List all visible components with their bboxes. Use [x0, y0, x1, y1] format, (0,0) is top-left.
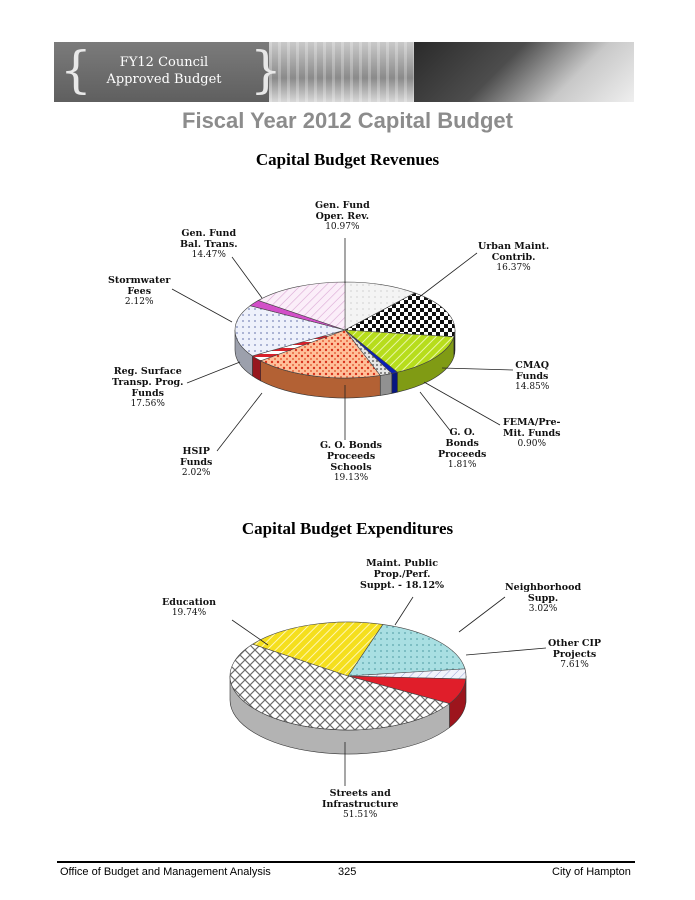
- leader-line-9: [216, 392, 263, 452]
- revenue-slice-7: [234, 305, 347, 357]
- footer-rule: [57, 861, 635, 863]
- footer-page-number: 325: [338, 866, 357, 878]
- banner-city-photo: [269, 42, 414, 102]
- label-leader-lines: [171, 238, 547, 786]
- leader-line-7: [419, 391, 453, 434]
- label-urban-maint-contrib: Urban Maint. Contrib. 16.37%: [478, 241, 550, 273]
- leader-line-6: [423, 381, 501, 426]
- leader-line-11: [231, 619, 269, 646]
- right-brace-icon: }: [250, 42, 282, 99]
- label-cmaq-funds: CMAQ Funds 14.85%: [515, 360, 550, 392]
- label-go-bonds-schools: G. O. Bonds Proceeds Schools 19.13%: [320, 440, 382, 483]
- leader-line-12: [458, 596, 506, 633]
- label-stormwater-fees: Stormwater Fees 2.12%: [108, 275, 171, 307]
- leader-line-1: [231, 256, 263, 299]
- label-gen-fund-oper-rev: Gen. Fund Oper. Rev. 10.97%: [315, 200, 370, 232]
- banner-line-2: Approved Budget: [106, 72, 222, 87]
- revenues-pie-chart: [234, 281, 456, 399]
- footer-city: City of Hampton: [552, 866, 631, 878]
- revenue-slice-9: [257, 281, 346, 331]
- left-brace-icon: {: [60, 42, 92, 99]
- header-banner: { } FY12 Council Approved Budget: [54, 42, 634, 102]
- revenue-slice-5: [259, 329, 381, 379]
- expenditures-pie-chart: [229, 621, 467, 755]
- label-streets-infrastructure: Streets and Infrastructure 51.51%: [322, 788, 399, 820]
- leader-line-2: [417, 252, 478, 299]
- label-education: Education 19.74%: [162, 597, 216, 618]
- label-other-cip-projects: Other CIP Projects 7.61%: [548, 638, 602, 670]
- footer-office: Office of Budget and Management Analysis: [60, 866, 271, 878]
- banner-hand-photo: [414, 42, 634, 102]
- leader-line-13: [465, 647, 547, 656]
- revenue-slice-side-3: [391, 371, 398, 394]
- label-reg-surface-transp: Reg. Surface Transp. Prog. Funds 17.56%: [112, 366, 184, 409]
- banner-title-panel: [54, 42, 269, 102]
- leader-line-4: [441, 367, 514, 371]
- page-title: Fiscal Year 2012 Capital Budget: [182, 108, 513, 133]
- label-gen-fund-bal-trans: Gen. Fund Bal. Trans. 14.47%: [180, 228, 238, 260]
- label-hsip-funds: HSIP Funds 2.02%: [180, 446, 213, 478]
- leader-line-10: [394, 596, 414, 626]
- revenues-chart-title: Capital Budget Revenues: [255, 150, 440, 169]
- expenditures-chart-title: Capital Budget Expenditures: [241, 519, 454, 538]
- expenditure-slice-3: [229, 643, 451, 731]
- expenditure-slice-0: [347, 624, 466, 677]
- label-fema-pre-mit-funds: FEMA/Pre- Mit. Funds 0.90%: [503, 417, 561, 449]
- label-neighborhood-supp: Neighborhood Supp. 3.02%: [505, 582, 582, 614]
- revenue-slice-side-4: [379, 373, 393, 396]
- banner-title: FY12 Council Approved Budget: [94, 54, 234, 88]
- revenue-slice-0: [344, 281, 416, 331]
- leader-line-5: [186, 361, 241, 384]
- label-go-bonds-proceeds: G. O. Bonds Proceeds 1.81%: [438, 427, 487, 470]
- banner-line-1: FY12 Council: [119, 55, 209, 70]
- revenue-slice-1: [343, 292, 456, 338]
- label-maint-public-prop: Maint. Public Prop./Perf. Suppt. - 18.12%: [360, 558, 445, 591]
- revenue-slice-2: [344, 329, 455, 373]
- leader-line-3: [171, 288, 233, 323]
